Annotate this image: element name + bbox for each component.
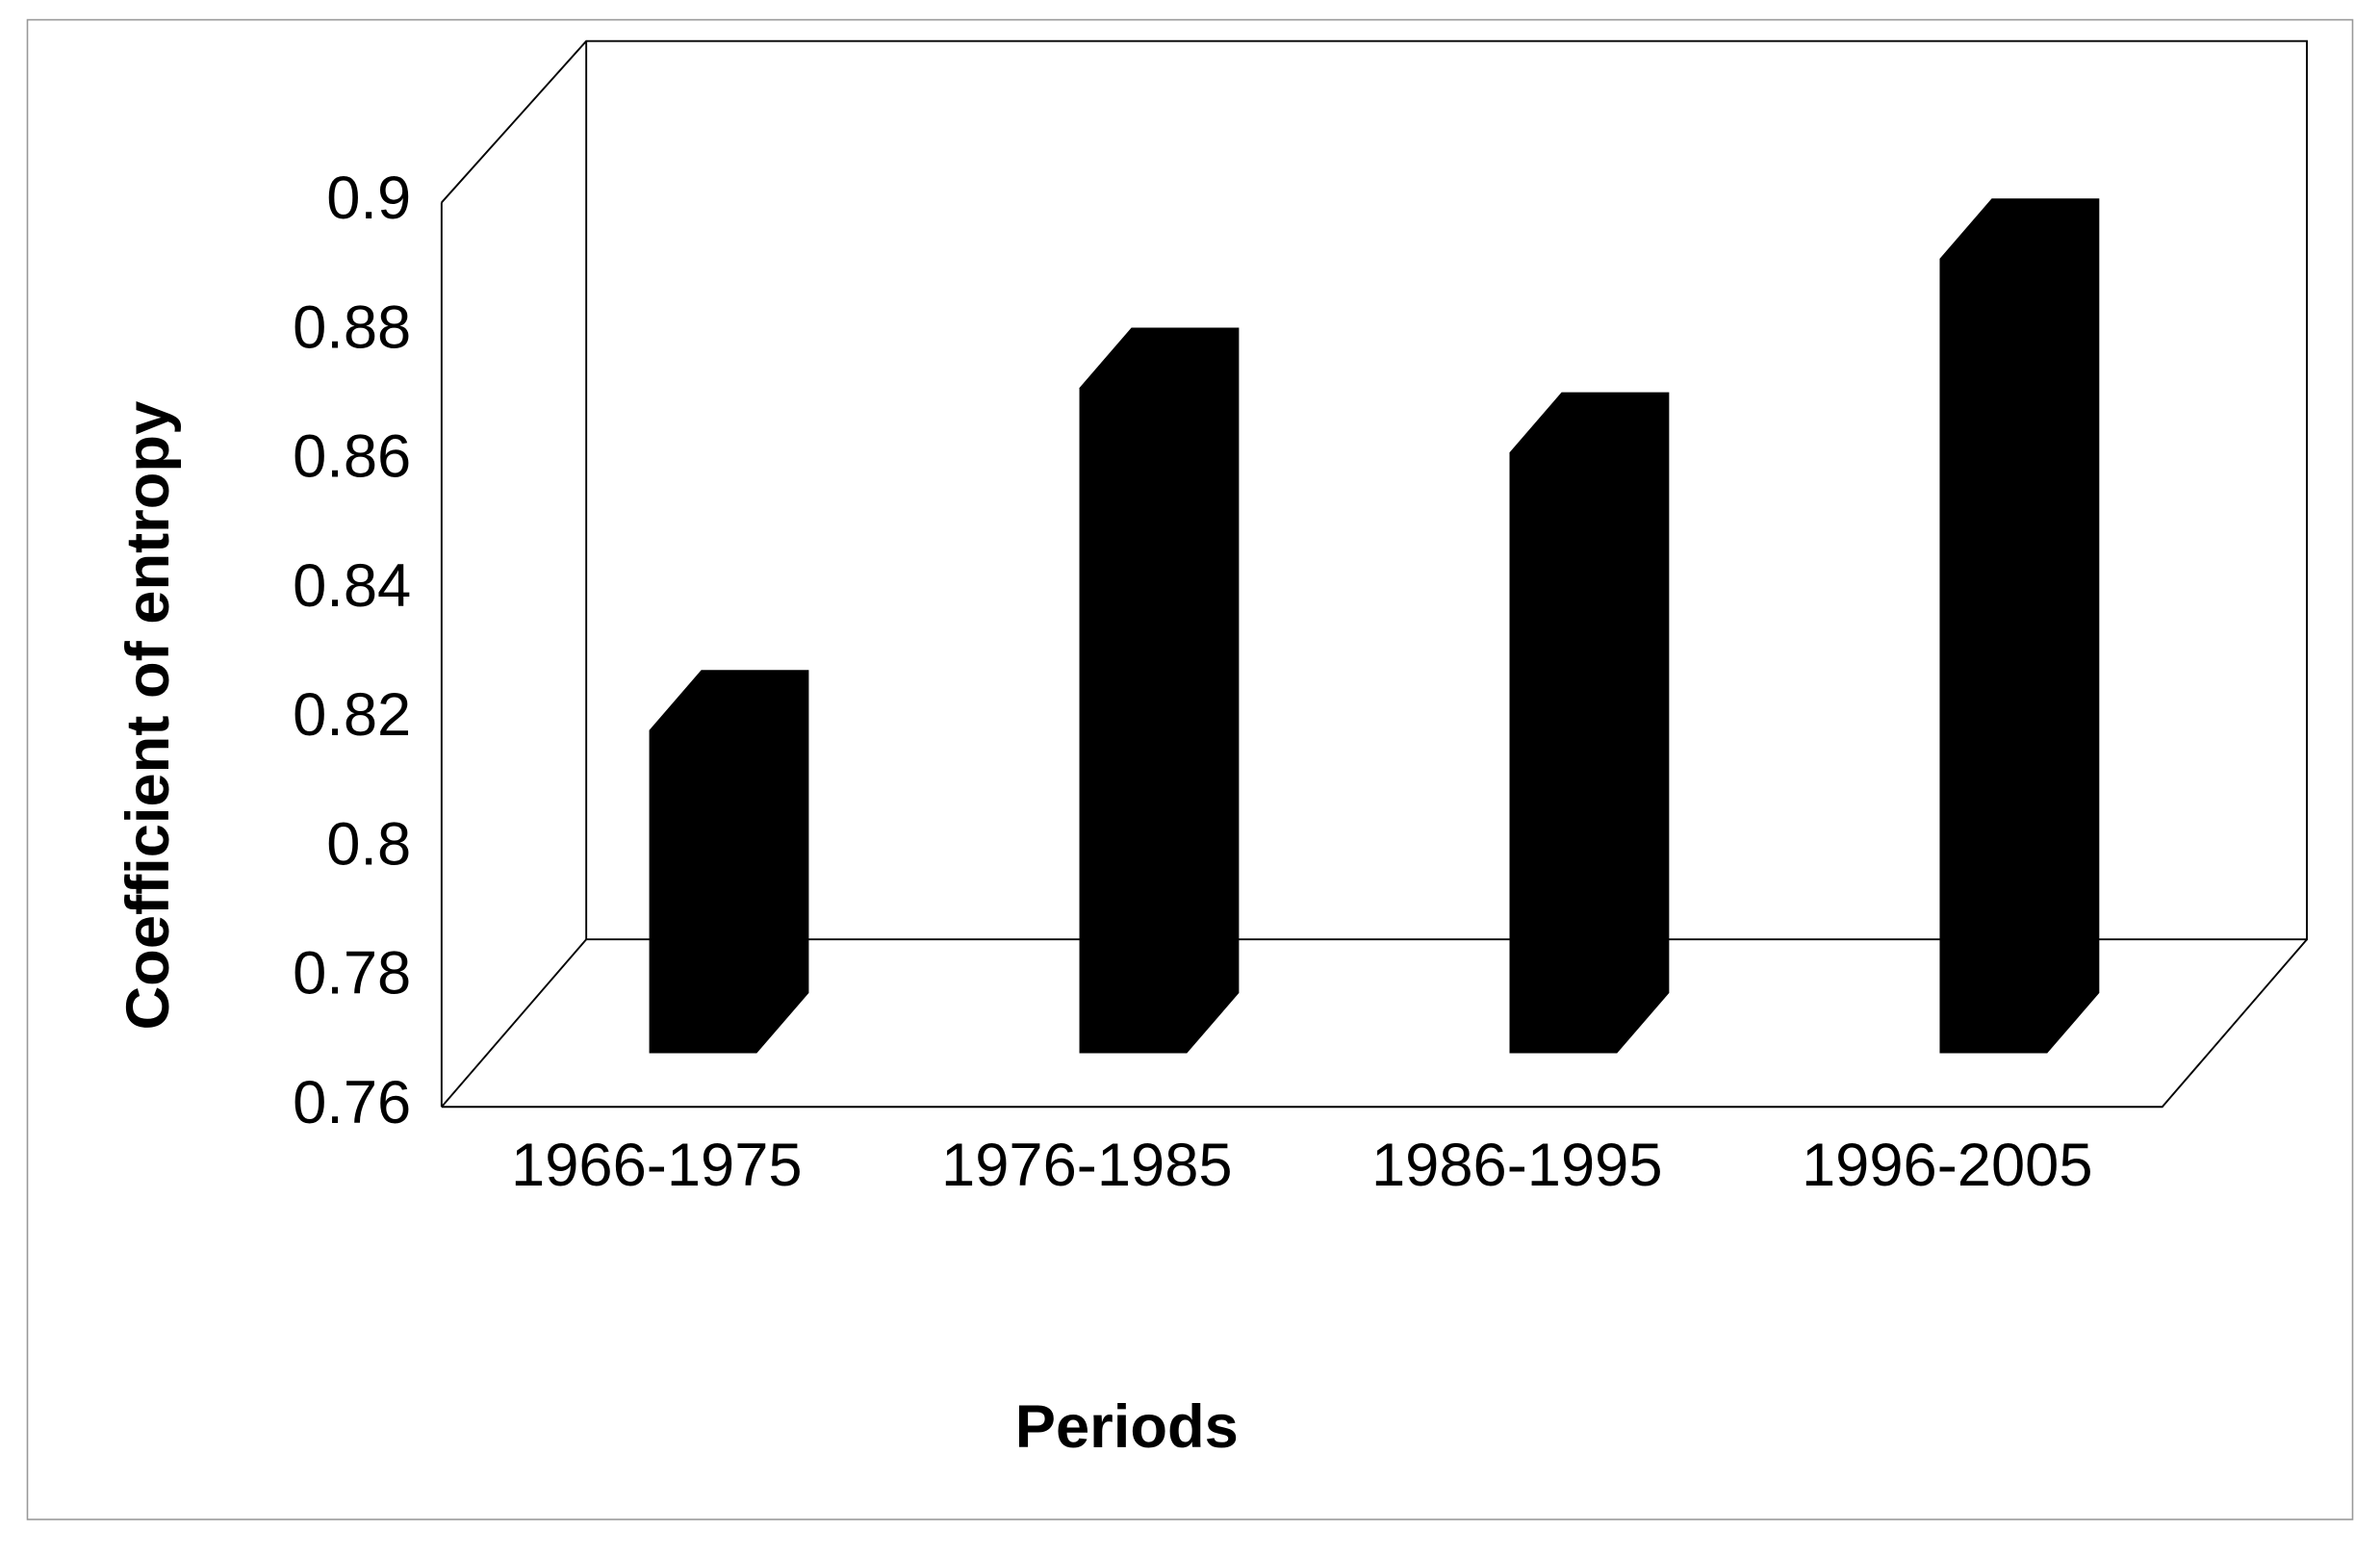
bar xyxy=(1939,198,2100,1054)
y-axis-title: Coefficient of entropy xyxy=(115,401,182,1031)
floor-edge xyxy=(441,938,2308,1109)
y-tick-label: 0.86 xyxy=(293,423,411,491)
x-tick-label: 1996-2005 xyxy=(1802,1132,2093,1199)
floor-edge xyxy=(441,938,587,1108)
y-tick-label: 0.84 xyxy=(293,552,411,620)
plot-frame xyxy=(440,39,2308,1109)
bar xyxy=(1079,327,1240,1054)
y-tick-label: 0.88 xyxy=(293,293,411,361)
x-axis-title: Periods xyxy=(1015,1393,1239,1461)
y-tick-label: 0.78 xyxy=(293,940,411,1008)
y-tick-label: 0.82 xyxy=(293,681,411,749)
back-wall xyxy=(441,39,2308,941)
y-tick-label: 0.76 xyxy=(293,1069,411,1136)
x-tick-label: 1966-1975 xyxy=(511,1132,803,1199)
y-tick-label: 0.9 xyxy=(326,165,411,232)
x-tick-label: 1986-1995 xyxy=(1371,1132,1663,1199)
bar xyxy=(1509,392,1670,1054)
y-tick-label: 0.8 xyxy=(326,810,411,878)
x-tick-label: 1976-1985 xyxy=(941,1132,1233,1199)
bar xyxy=(649,670,809,1054)
